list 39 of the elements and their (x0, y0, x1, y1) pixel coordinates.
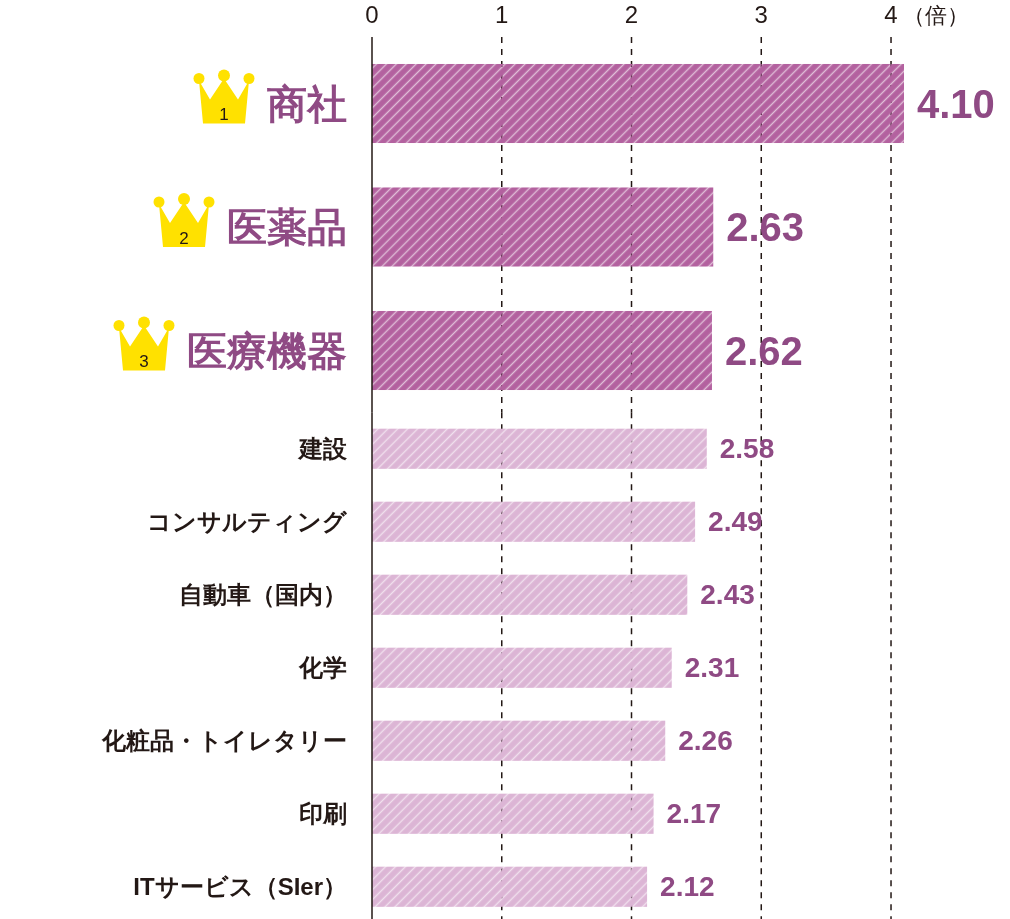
text: 2 (179, 228, 189, 248)
bar (372, 63, 904, 144)
x-tick-label: 4 (884, 1, 898, 28)
bar (372, 574, 688, 615)
text: 1 (219, 105, 229, 124)
bar (372, 647, 672, 688)
bar (372, 187, 714, 267)
data-label: 2.63 (726, 205, 805, 249)
y-tick-label: 建設 (297, 435, 348, 463)
y-tick-label: 化粧品・トイレタリー (101, 727, 347, 755)
x-axis-title: （倍） (903, 3, 970, 28)
bar (372, 720, 666, 761)
bar (372, 793, 654, 834)
bar (372, 428, 707, 469)
data-label: 2.62 (724, 328, 803, 373)
data-label: 2.49 (708, 506, 763, 538)
y-tick-label: 医薬品 (227, 205, 347, 249)
x-tick-label: 1 (495, 1, 509, 28)
data-label: 4.10 (917, 81, 995, 126)
y-tick-label: ITサービス（SIer） (133, 873, 347, 901)
y-tick-label: 自動車（国内） (179, 581, 347, 609)
y-tick-label: 印刷 (299, 800, 347, 828)
x-tick-label: 3 (754, 1, 768, 28)
bar (372, 866, 648, 907)
text: 3 (139, 352, 149, 371)
x-tick-label: 0 (365, 1, 379, 28)
bar (372, 501, 696, 542)
data-label: 2.17 (666, 798, 722, 830)
bar (372, 310, 712, 391)
y-tick-label: 医療機器 (187, 328, 347, 373)
data-label: 2.58 (719, 433, 775, 465)
data-label: 2.31 (684, 652, 740, 684)
data-label: 2.26 (678, 725, 733, 757)
data-label: 2.43 (700, 579, 755, 611)
y-tick-label: コンサルティング (147, 508, 348, 536)
y-tick-label: 商社 (267, 81, 347, 126)
x-tick-label: 2 (624, 1, 639, 28)
y-tick-label: 化学 (298, 654, 347, 682)
data-label: 2.12 (660, 871, 715, 903)
